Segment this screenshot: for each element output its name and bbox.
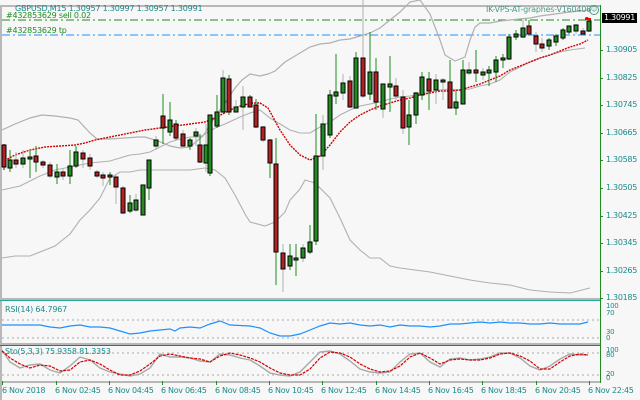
y-label: 1.30345 xyxy=(606,238,637,247)
rsi-label: RSI(14) 64.7967 xyxy=(5,305,68,314)
x-tick xyxy=(429,381,430,385)
order-tp-label[interactable]: #432853629 tp xyxy=(6,26,67,35)
x-axis-line xyxy=(0,381,601,383)
x-label: 6 Nov 18:45 xyxy=(481,386,527,395)
y-label: 1.30745 xyxy=(606,100,637,109)
order-sell-label[interactable]: #432853629 sell 0.02 xyxy=(6,11,91,20)
y-tick xyxy=(600,298,603,299)
stoch-label: Sto(5,3,3) 75.9358 81.3353 xyxy=(5,347,111,356)
price-pane-top-border xyxy=(0,5,601,7)
x-label: 6 Nov 10:45 xyxy=(268,386,314,395)
x-tick xyxy=(216,381,217,385)
stoch-level-0: 0 xyxy=(606,374,611,382)
x-label: 6 Nov 14:45 xyxy=(375,386,421,395)
y-label: 1.30585 xyxy=(606,155,637,164)
ohlc-open: 1.30957 xyxy=(68,4,101,13)
y-tick xyxy=(600,133,603,134)
x-tick xyxy=(589,381,590,385)
y-label: 1.30825 xyxy=(606,73,637,82)
price-pane-left-border xyxy=(0,5,2,400)
rsi-level-100: 100 xyxy=(606,302,619,310)
y-tick xyxy=(600,216,603,217)
x-tick xyxy=(269,381,270,385)
rsi-level-30: 30 xyxy=(606,328,615,336)
x-label: 6 Nov 06:45 xyxy=(161,386,207,395)
ohlc-high: 1.30997 xyxy=(102,4,135,13)
x-label: 6 Nov 2018 xyxy=(2,386,46,395)
x-tick xyxy=(2,381,3,385)
x-label: 6 Nov 22:45 xyxy=(588,386,634,395)
x-label: 6 Nov 20:45 xyxy=(535,386,581,395)
ohlc-close: 1.30991 xyxy=(170,4,203,13)
y-label: 1.30665 xyxy=(606,128,637,137)
x-tick xyxy=(322,381,323,385)
y-tick xyxy=(600,160,603,161)
y-label: 1.30905 xyxy=(606,45,637,54)
ohlc-low: 1.30957 xyxy=(136,4,169,13)
x-tick xyxy=(56,381,57,385)
symbol-timeframe: GBPUSD,M15 xyxy=(15,4,67,13)
x-tick xyxy=(109,381,110,385)
y-label: 1.30185 xyxy=(606,293,637,302)
stoch-level-100: 100 xyxy=(606,346,619,354)
rsi-pane-top-border-accent xyxy=(0,300,601,301)
stoch-level-20: 20 xyxy=(606,370,615,378)
y-tick xyxy=(600,78,603,79)
stoch-pane-top-border xyxy=(0,343,601,345)
smiley-icon[interactable]: ☺ xyxy=(589,5,599,15)
y-label: 1.30425 xyxy=(606,211,637,220)
x-tick xyxy=(536,381,537,385)
rsi-level-70: 70 xyxy=(606,309,615,317)
y-tick xyxy=(600,105,603,106)
y-label: 1.30505 xyxy=(606,183,637,192)
x-label: 6 Nov 12:45 xyxy=(321,386,367,395)
x-tick xyxy=(162,381,163,385)
price-pane[interactable] xyxy=(0,0,600,297)
rsi-level-0: 0 xyxy=(606,334,611,342)
y-label: 1.30265 xyxy=(606,266,637,275)
current-price-tag: 1.30991 xyxy=(602,13,637,23)
stoch-pane-top-border-accent xyxy=(0,345,601,346)
watermark-label: IK-VPS-AT-graphes-V160406 xyxy=(486,5,592,14)
y-tick xyxy=(600,243,603,244)
stoch-level-80: 80 xyxy=(606,351,615,359)
x-tick xyxy=(482,381,483,385)
x-label: 6 Nov 16:45 xyxy=(428,386,474,395)
x-label: 6 Nov 02:45 xyxy=(55,386,101,395)
rsi-pane-top-border xyxy=(0,298,601,300)
y-tick xyxy=(600,271,603,272)
y-axis-line xyxy=(600,5,601,383)
x-label: 6 Nov 04:45 xyxy=(108,386,154,395)
x-label: 6 Nov 08:45 xyxy=(215,386,261,395)
chart-title: GBPUSD,M15 1.30957 1.30997 1.30957 1.309… xyxy=(15,4,203,13)
y-tick xyxy=(600,188,603,189)
x-tick xyxy=(376,381,377,385)
y-tick xyxy=(600,50,603,51)
